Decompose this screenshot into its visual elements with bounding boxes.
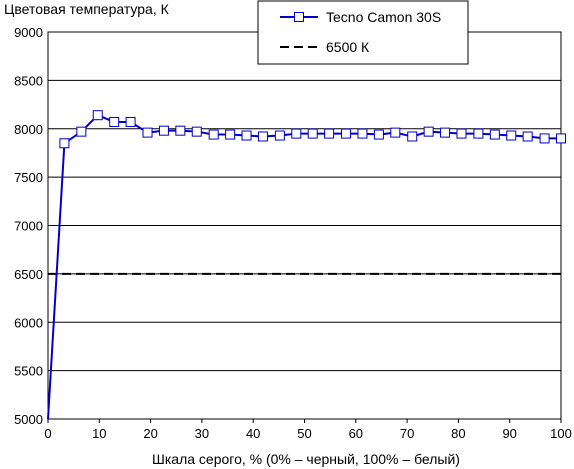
x-tick-label: 90 [502,426,516,441]
data-point [241,130,252,141]
series-layer [47,110,566,420]
x-tick-label: 50 [297,426,311,441]
y-tick-label: 6500 [14,267,43,282]
data-point [92,110,103,121]
legend-marker [294,12,304,22]
data-point [341,128,352,139]
series-line-tecno-camon-30s [47,114,561,420]
data-point [208,129,219,140]
y-tick-label: 7500 [14,170,43,185]
legend: Tecno Camon 30S 6500 К [257,0,469,65]
x-axis-title: Шкала серого, % (0% – черный, 100% – бел… [152,451,460,467]
data-point [522,131,533,142]
data-point [158,125,169,136]
data-point [407,131,418,142]
x-tick-label: 20 [143,426,157,441]
x-tick-label: 10 [92,426,106,441]
y-tick-labels: 5000 5500 6000 6500 7000 7500 8000 8500 9000 [14,25,43,427]
data-point [59,138,70,149]
y-tick-label: 5000 [14,412,43,427]
data-point [291,128,302,139]
data-point [142,127,153,138]
data-point [390,127,401,138]
data-point [473,128,484,139]
y-tick-label: 8000 [14,122,43,137]
data-point [423,126,434,137]
data-point [274,130,285,141]
legend-box [257,0,469,65]
data-point [489,129,500,140]
data-point [76,126,87,137]
data-point [225,129,236,140]
data-point [175,125,186,136]
x-tick-label: 30 [195,426,209,441]
data-point [506,130,517,141]
legend-label: Tecno Camon 30S [326,9,441,25]
data-point [556,133,566,144]
x-tick-label: 60 [349,426,363,441]
y-tick-label: 8500 [14,73,43,88]
grid-lines [48,31,561,420]
x-tick-label: 0 [44,426,51,441]
data-point [373,129,384,140]
data-point [456,128,467,139]
y-tick-label: 9000 [14,25,43,40]
data-point [191,126,202,137]
data-point [125,116,136,127]
data-point [440,127,451,138]
y-tick-label: 6000 [14,315,43,330]
x-tick-label: 100 [550,426,572,441]
data-point [539,133,550,144]
data-point [307,128,318,139]
data-point [324,128,335,139]
y-axis-title: Цветовая температура, К [4,1,170,17]
data-point [109,116,120,127]
x-tick-label: 80 [451,426,465,441]
data-point [357,128,368,139]
y-tick-label: 7000 [14,219,43,234]
data-point [257,131,268,142]
y-tick-label: 5500 [14,364,43,379]
x-tick-labels: 0 10 20 30 40 50 60 70 80 90 100 [44,419,572,441]
x-tick-label: 40 [246,426,260,441]
x-tick-label: 70 [400,426,414,441]
legend-label: 6500 К [326,39,370,55]
